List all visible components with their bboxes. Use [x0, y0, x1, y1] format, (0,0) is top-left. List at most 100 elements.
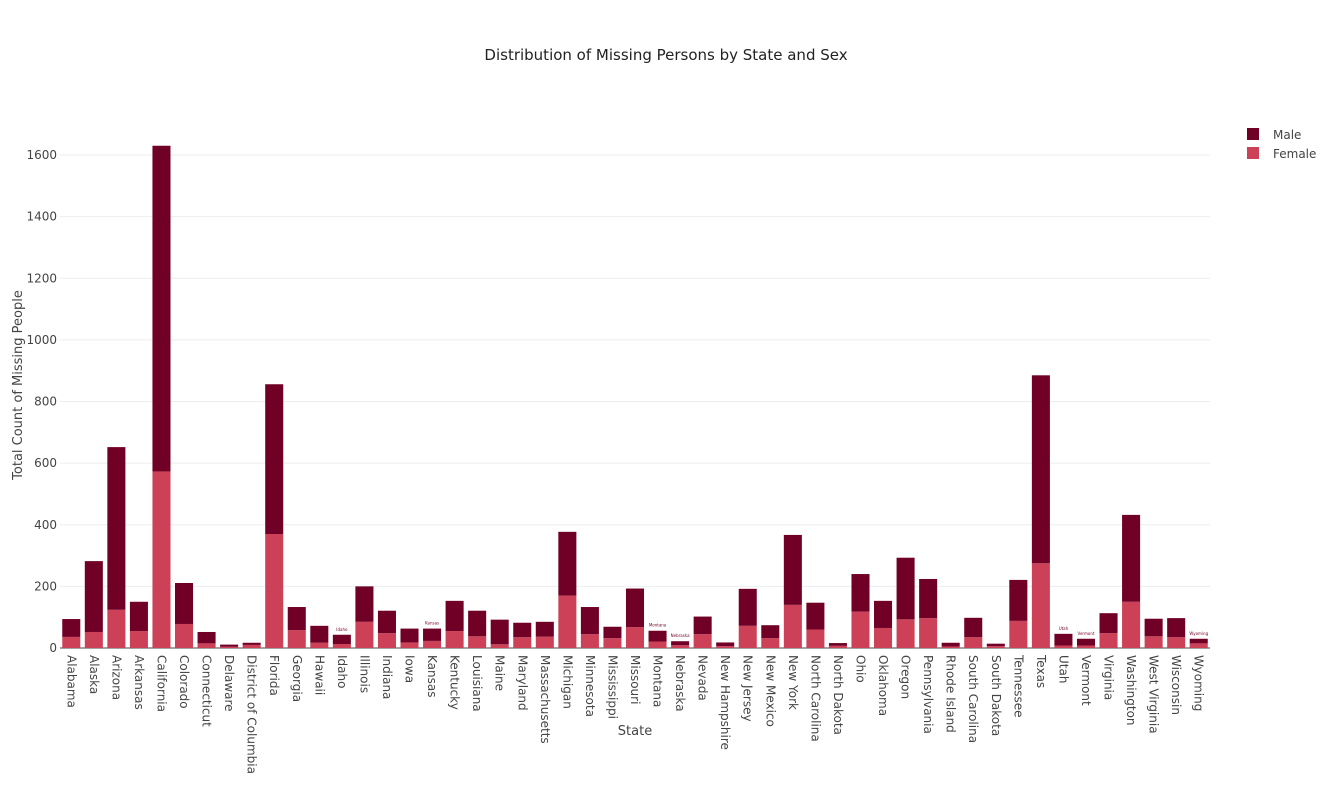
bar-female-idaho [332, 643, 351, 648]
bar-female-washington [1122, 601, 1141, 648]
x-tick-label: Tennessee [1011, 654, 1025, 718]
bar-male-maryland [513, 622, 532, 638]
x-tick-label: North Carolina [808, 655, 822, 742]
bar-female-wisconsin [1167, 637, 1186, 648]
bar-male-wyoming [1189, 638, 1208, 644]
bar-female-arizona [107, 609, 126, 648]
bar-male-nevada [693, 616, 712, 635]
bar-female-utah [1054, 645, 1073, 648]
legend-label-female: Female [1273, 147, 1316, 161]
bar-text-label: Utah [1059, 626, 1069, 631]
bar-male-alaska [84, 561, 103, 632]
bar-male-north-carolina [806, 602, 825, 630]
bar-female-florida [265, 533, 284, 648]
bar-female-south-carolina [964, 637, 983, 648]
bar-male-arkansas [129, 601, 148, 632]
x-tick-label: Alabama [64, 655, 78, 708]
x-tick-label: Iowa [403, 655, 417, 683]
bar-male-mississippi [603, 626, 622, 639]
bar-text-label: Nebraska [671, 633, 690, 638]
bar-female-delaware [220, 646, 239, 648]
bar-male-rhode-island [941, 642, 960, 647]
x-tick-label: Pennsylvania [921, 655, 935, 734]
bar-text-label: Kansas [425, 621, 439, 626]
bar-male-indiana [377, 610, 396, 634]
bar-male-illinois [355, 586, 374, 622]
bar-female-illinois [355, 621, 374, 648]
bar-male-oregon [896, 557, 915, 620]
x-tick-label: Vermont [1079, 655, 1093, 706]
y-tick-label: 200 [34, 579, 57, 593]
bar-male-west-virginia [1144, 618, 1163, 637]
x-tick-label: Illinois [357, 655, 371, 693]
bar-male-texas [1031, 375, 1050, 564]
x-tick-label: Hawaii [312, 655, 326, 695]
x-tick-label: West Virginia [1147, 655, 1161, 734]
x-tick-label: Wyoming [1192, 655, 1206, 711]
bar-male-montana [648, 630, 667, 642]
x-tick-label: Michigan [560, 655, 574, 709]
x-tick-label: Georgia [290, 655, 304, 702]
x-tick-label: Montana [651, 655, 665, 707]
x-tick-label: Maine [493, 655, 507, 691]
y-tick-label: 600 [34, 456, 57, 470]
bar-male-kentucky [445, 600, 464, 632]
bar-male-arizona [107, 447, 126, 610]
x-tick-label: Connecticut [200, 655, 214, 727]
bar-male-nebraska [671, 641, 690, 646]
bar-male-missouri [625, 588, 645, 628]
bar-female-arkansas [129, 631, 148, 648]
bar-female-california [152, 471, 171, 648]
bar-male-florida [265, 384, 284, 534]
y-axis-title: Total Count of Missing People [11, 290, 26, 481]
bar-female-hawaii [310, 642, 329, 648]
x-tick-label: Louisiana [470, 655, 484, 712]
bar-male-delaware [220, 644, 239, 647]
bar-female-pennsylvania [919, 618, 938, 648]
bar-male-georgia [287, 607, 306, 631]
x-tick-label: New Hampshire [718, 655, 732, 750]
x-tick-label: Utah [1056, 655, 1070, 683]
x-tick-label: Florida [267, 655, 281, 696]
x-tick-label: South Dakota [989, 655, 1003, 736]
bar-female-rhode-island [941, 646, 960, 648]
bar-female-district-of-columbia [242, 644, 261, 648]
x-tick-label: Massachusetts [538, 655, 552, 744]
y-tick-label: 1600 [26, 148, 57, 162]
x-tick-label: Kansas [425, 655, 439, 697]
bar-male-south-dakota [986, 643, 1005, 647]
bar-male-north-dakota [828, 643, 847, 646]
bars [62, 145, 1208, 648]
bar-male-kansas [423, 628, 442, 641]
bar-female-vermont [1076, 645, 1095, 648]
bar-female-colorado [175, 623, 194, 648]
x-tick-label: Arizona [109, 655, 123, 700]
bar-male-maine [490, 619, 509, 645]
x-axis-title: State [618, 724, 652, 739]
x-tick-label: New Mexico [763, 655, 777, 727]
bar-female-connecticut [197, 643, 216, 648]
x-tick-label: Arkansas [132, 655, 146, 710]
x-tick-label: Wisconsin [1169, 655, 1183, 715]
bar-female-west-virginia [1144, 636, 1163, 648]
y-tick-label: 800 [34, 395, 57, 409]
x-tick-label: New Jersey [741, 655, 755, 722]
x-tick-label: Missouri [628, 655, 642, 704]
bar-male-south-carolina [964, 617, 983, 638]
x-tick-label: Minnesota [583, 655, 597, 717]
bar-male-alabama [62, 619, 81, 637]
bar-female-missouri [625, 627, 645, 648]
bar-male-tennessee [1009, 579, 1028, 621]
bar-male-connecticut [197, 631, 216, 644]
bar-female-north-dakota [828, 645, 847, 648]
bar-female-new-york [783, 604, 802, 648]
bar-male-colorado [175, 582, 194, 624]
bar-female-maine [490, 644, 509, 648]
bar-male-new-hampshire [716, 642, 735, 647]
bar-male-minnesota [580, 607, 599, 635]
x-tick-label: Maryland [515, 655, 529, 711]
x-tick-label: Nevada [696, 655, 710, 701]
bar-female-oklahoma [874, 627, 893, 648]
y-tick-label: 0 [49, 641, 57, 655]
bar-male-idaho [332, 634, 351, 644]
